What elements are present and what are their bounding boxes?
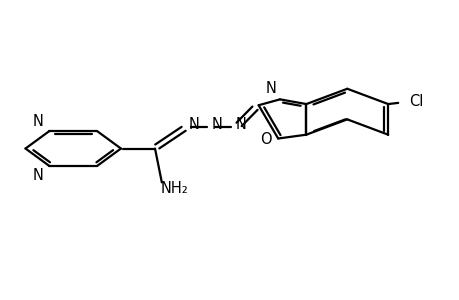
Text: NH₂: NH₂ [160, 182, 188, 196]
Text: N: N [265, 81, 276, 96]
Text: N: N [235, 118, 246, 133]
Text: N: N [211, 118, 222, 133]
Text: Cl: Cl [408, 94, 422, 109]
Text: O: O [259, 133, 271, 148]
Text: N: N [33, 114, 44, 129]
Text: N: N [33, 168, 44, 183]
Text: N: N [189, 117, 200, 132]
